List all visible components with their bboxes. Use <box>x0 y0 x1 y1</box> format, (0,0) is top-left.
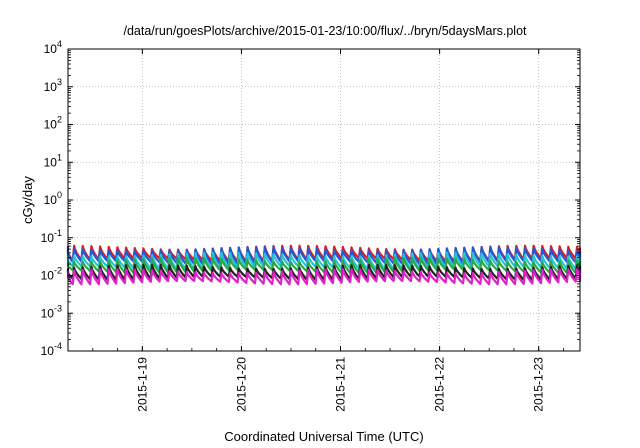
y-tick-label: 10-4 <box>41 341 62 358</box>
y-tick-label: 102 <box>44 115 62 132</box>
x-tick-label: 2015-1-20 <box>234 357 248 412</box>
x-tick-label: 2015-1-23 <box>532 357 546 412</box>
series-line <box>66 268 582 286</box>
y-tick-label: 104 <box>44 39 62 56</box>
y-axis: 10-4 10-3 10-2 10-1 100 101 102 103 104 <box>41 39 580 358</box>
series-line <box>66 256 582 274</box>
x-tick-label: 2015-1-21 <box>334 357 348 412</box>
y-tick-label: 10-2 <box>41 266 62 283</box>
y-tick-label: 100 <box>44 190 62 207</box>
x-tick-label: 2015-1-19 <box>135 357 149 412</box>
y-tick-label: 101 <box>44 152 62 169</box>
x-tick-label: 2015-1-22 <box>433 357 447 412</box>
y-tick-label: 10-1 <box>41 228 62 245</box>
x-axis-label: Coordinated Universal Time (UTC) <box>224 429 423 444</box>
y-axis-label: cGy/day <box>20 176 35 224</box>
series-line <box>66 251 582 271</box>
x-axis: 2015-1-19 2015-1-20 2015-1-21 2015-1-22 2015… <box>67 49 564 412</box>
y-tick-label: 10-3 <box>41 303 62 320</box>
series-group <box>66 244 582 286</box>
grid-lines <box>68 49 580 351</box>
chart-title: /data/run/goesPlots/archive/2015-01-23/1… <box>123 24 527 38</box>
y-tick-label: 103 <box>44 77 62 94</box>
